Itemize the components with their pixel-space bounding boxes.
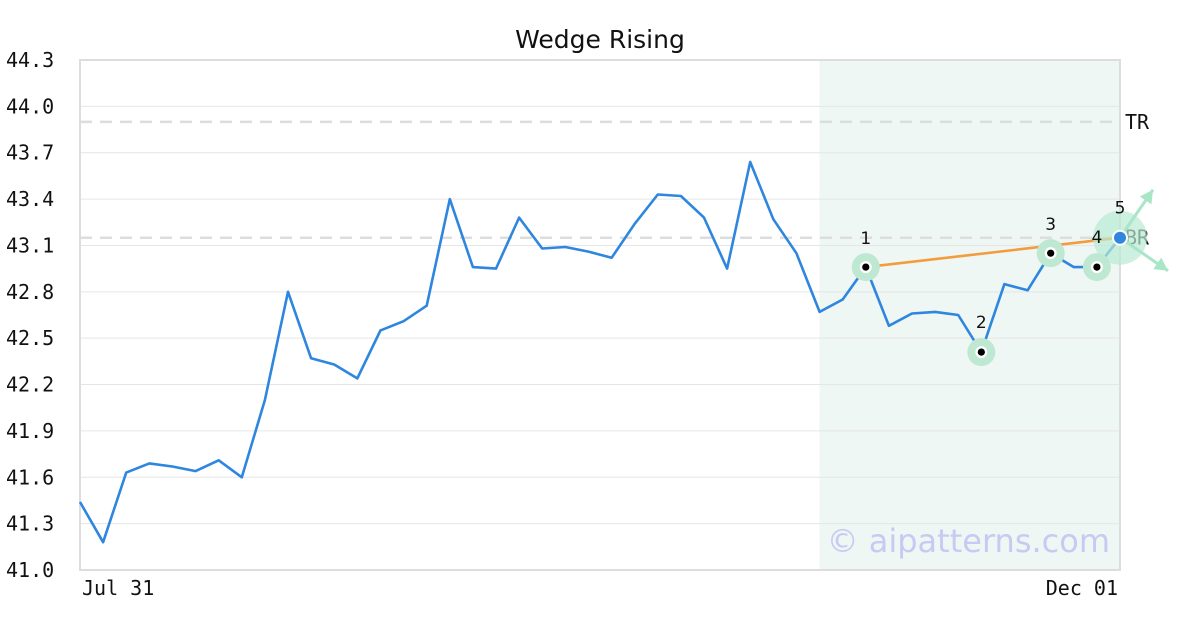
pattern-region — [819, 60, 1120, 570]
price-line — [78, 160, 1122, 544]
x-tick-label: Jul 31 — [82, 576, 154, 600]
pattern-points: 1 2 3 45 — [851, 199, 1128, 367]
projection-arrow-head — [1153, 257, 1168, 271]
pattern-point-label: 3 — [1045, 215, 1056, 235]
y-tick-label: 42.5 — [6, 326, 54, 350]
pattern-point-label: 1 — [860, 229, 871, 249]
y-tick-label: 43.4 — [6, 187, 54, 211]
y-tick-label: 41.9 — [6, 419, 54, 443]
watermark: © aipatterns.com — [827, 522, 1110, 560]
y-tick-label: 41.0 — [6, 558, 54, 582]
y-tick-label: 41.3 — [6, 512, 54, 536]
pattern-point-marker — [1114, 231, 1126, 244]
pattern-point-marker — [1093, 263, 1101, 271]
trend-line — [865, 236, 1121, 269]
y-tick-label: 42.2 — [6, 373, 54, 397]
pattern-point-marker — [862, 263, 870, 271]
y-tick-label: 44.0 — [6, 94, 54, 118]
reference-label-tr: TR — [1125, 110, 1150, 134]
projection-arrow-head — [1139, 189, 1153, 205]
pattern-point-marker — [977, 348, 985, 356]
plot-frame — [79, 59, 1121, 571]
y-tick-label: 44.3 — [6, 48, 54, 72]
y-tick-label: 43.7 — [6, 141, 54, 165]
y-tick-label: 41.6 — [6, 465, 54, 489]
y-tick-label: 42.8 — [6, 280, 54, 304]
pattern-point-marker — [1047, 249, 1055, 257]
pattern-point-label: 2 — [976, 313, 987, 333]
pattern-point-label: 4 — [1091, 228, 1102, 248]
y-tick-label: 43.1 — [6, 233, 54, 257]
pattern-point-label: 5 — [1115, 199, 1126, 219]
x-axis: Jul 31 Dec 01 — [82, 576, 1118, 600]
chart-title: Wedge Rising — [515, 25, 685, 54]
y-axis: 44.3 44.0 43.7 43.4 43.1 42.8 42.5 42.2 41.9 41.6… — [6, 48, 54, 582]
x-tick-label: Dec 01 — [1046, 576, 1118, 600]
